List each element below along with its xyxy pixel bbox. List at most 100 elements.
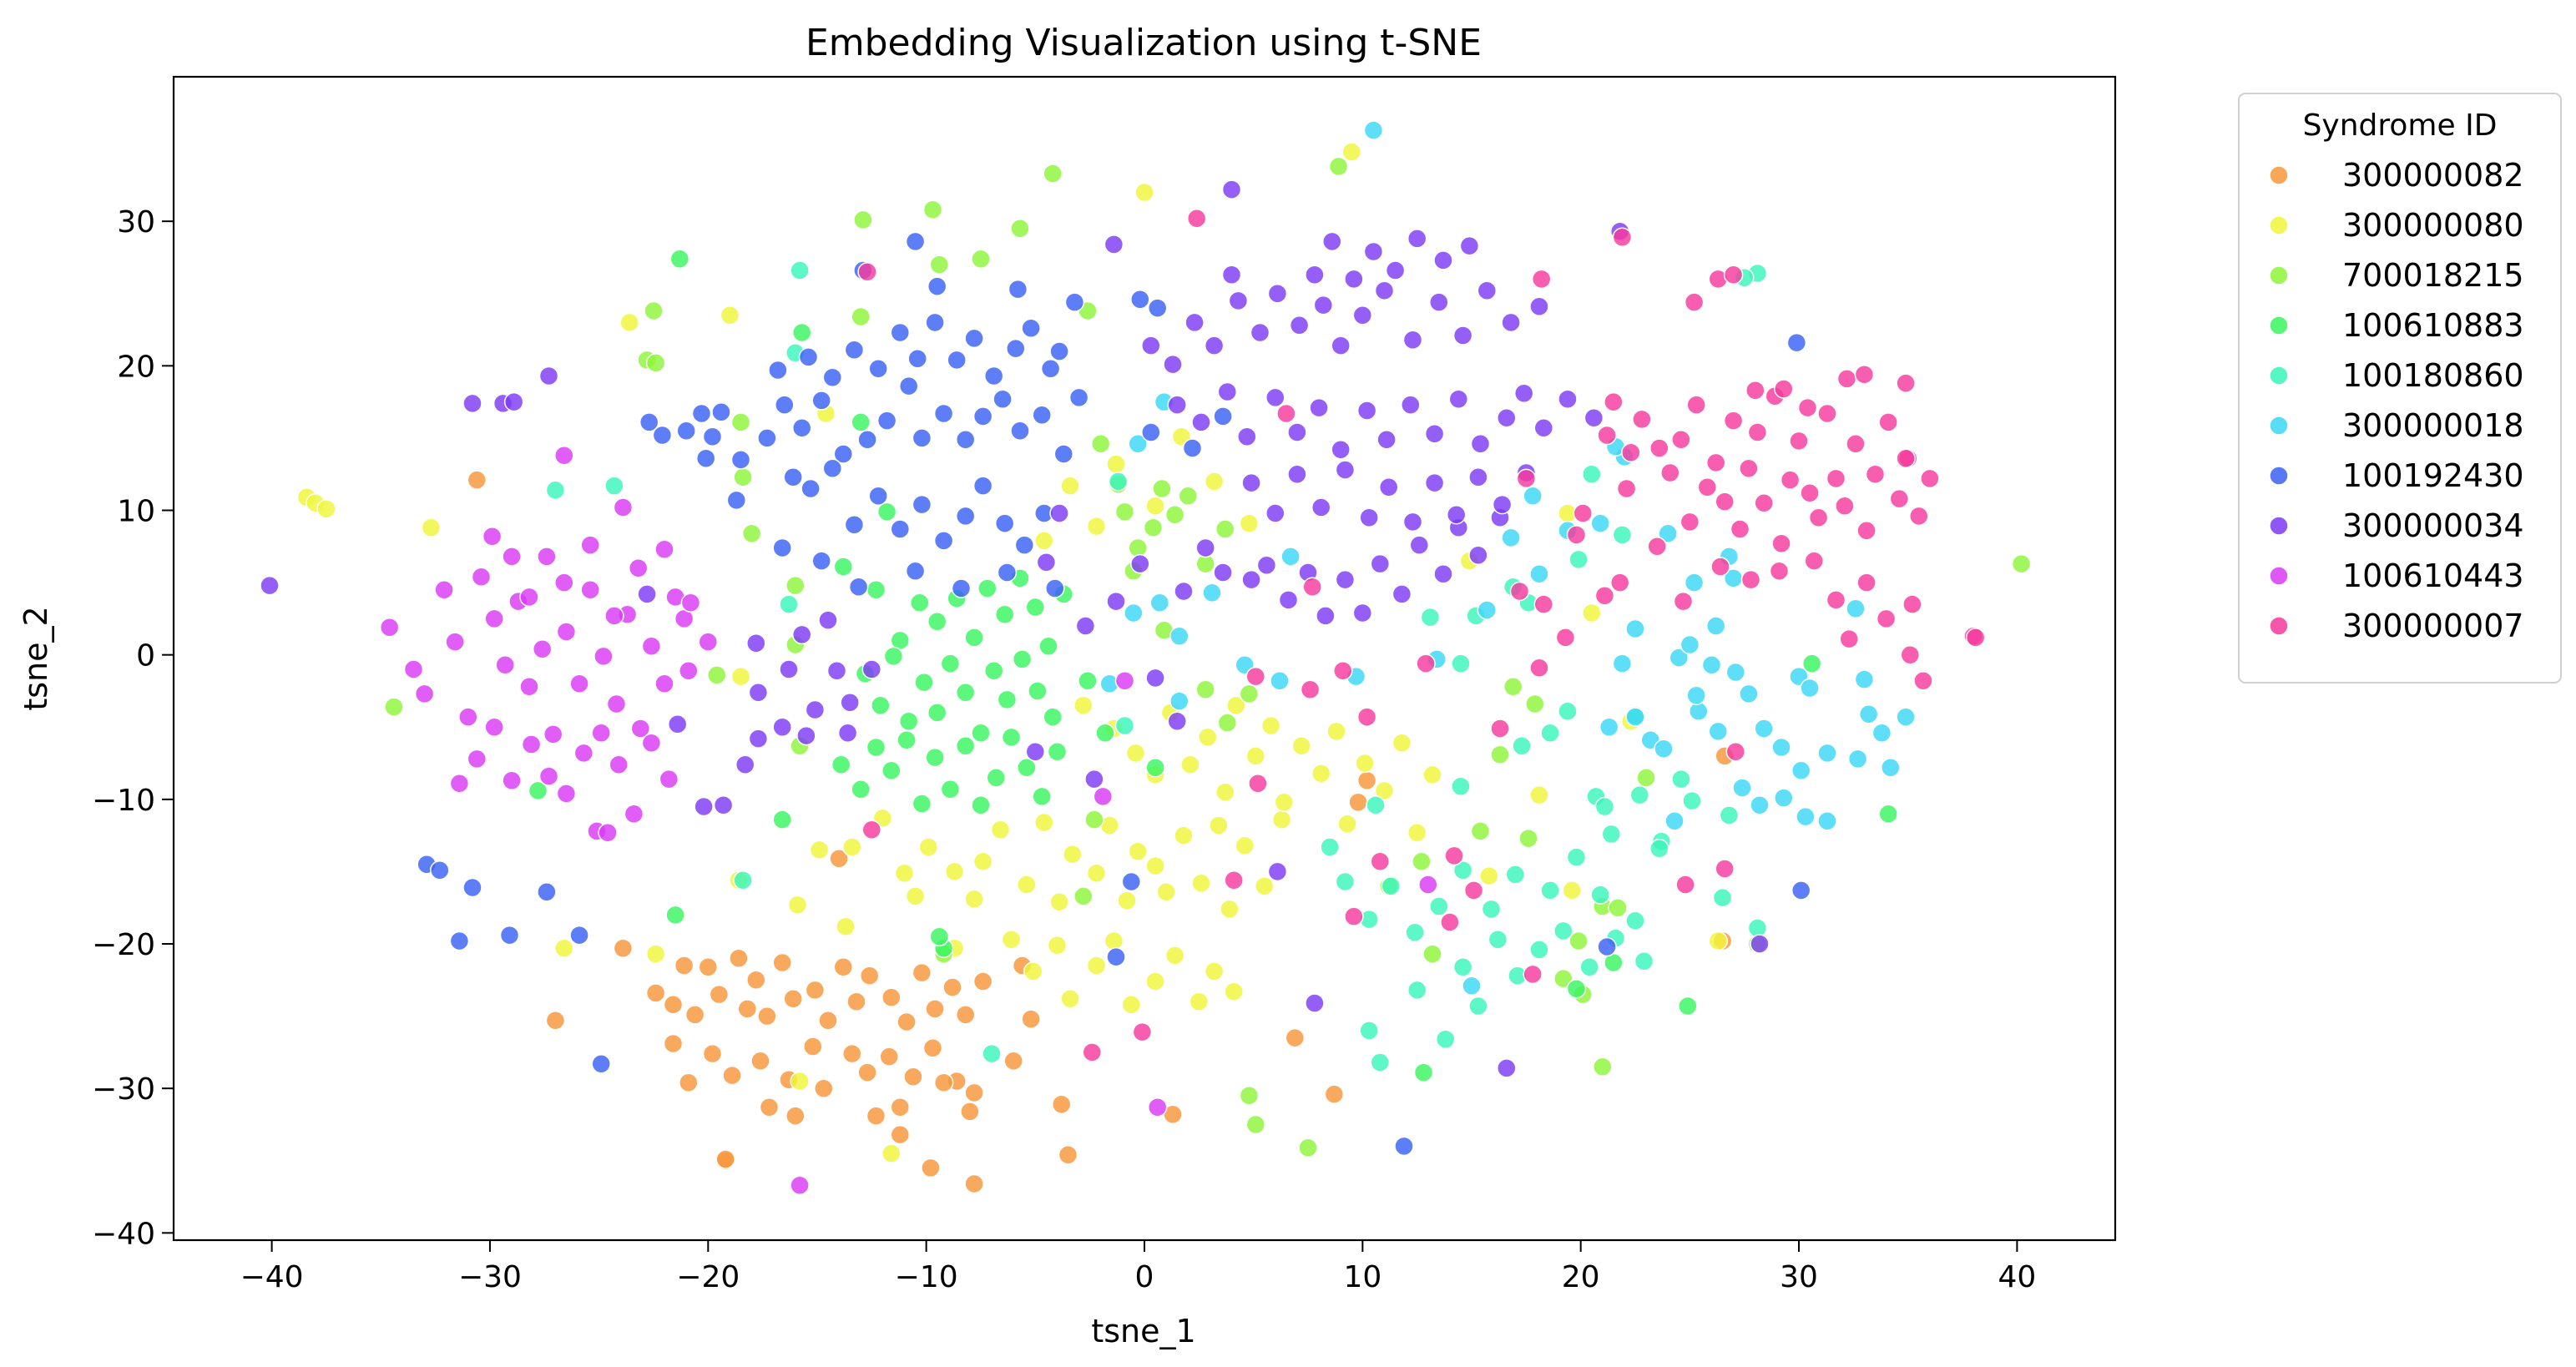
x-axis: −40 −30 −20 −10 0 10 20 30 40 [240, 1240, 2036, 1294]
data-point [645, 353, 666, 373]
data-point [1463, 880, 1484, 900]
data-point [1420, 607, 1441, 628]
data-point [1305, 993, 1325, 1013]
data-point [521, 734, 542, 754]
data-point [1710, 557, 1730, 577]
data-point [944, 861, 965, 882]
data-point [1780, 470, 1801, 490]
data-point [1245, 666, 1266, 687]
data-point [1896, 448, 1916, 468]
data-point [1204, 961, 1225, 981]
data-point [1034, 531, 1054, 551]
data-point [912, 494, 932, 515]
data-point [628, 558, 649, 578]
data-point [1267, 284, 1288, 304]
data-point [1625, 707, 1645, 727]
data-point [785, 1106, 806, 1126]
data-point [1858, 704, 1879, 724]
data-point [1182, 438, 1203, 458]
data-point [779, 594, 799, 614]
data-point [1490, 719, 1510, 739]
data-point [1433, 250, 1453, 270]
data-point [528, 780, 548, 801]
data-point [894, 863, 915, 883]
data-point [1106, 591, 1126, 612]
y-axis: −40 −30 −20 −10 0 10 20 30 [92, 205, 174, 1251]
data-point [897, 730, 917, 750]
data-point [914, 672, 934, 693]
data-point [1590, 885, 1610, 905]
data-point [1558, 701, 1578, 721]
data-point [1326, 721, 1346, 742]
data-point [811, 551, 831, 571]
data-point [1003, 1051, 1023, 1072]
data-point [871, 695, 891, 716]
data-point [1359, 1021, 1379, 1041]
data-point [1008, 279, 1028, 300]
data-point [927, 703, 947, 723]
data-point [654, 539, 674, 560]
data-point [1128, 841, 1148, 861]
legend-item: 100192430 [2269, 457, 2524, 494]
data-point [1141, 422, 1161, 442]
data-point [1405, 922, 1425, 942]
data-point [645, 983, 666, 1003]
y-tick-label: −30 [92, 1072, 155, 1107]
data-point [1422, 764, 1442, 785]
data-point [746, 633, 766, 653]
data-point [680, 593, 701, 613]
data-point [801, 478, 821, 499]
x-tick-label: −20 [676, 1260, 740, 1294]
data-point [1191, 873, 1211, 894]
data-point [462, 877, 482, 898]
data-point [1533, 594, 1554, 614]
data-point [1424, 423, 1445, 444]
data-point [1241, 569, 1261, 590]
data-point [1241, 472, 1261, 493]
data-point [1370, 553, 1391, 574]
data-point [866, 737, 886, 758]
data-point [918, 837, 939, 857]
data-point [1451, 776, 1471, 797]
data-point [1540, 880, 1560, 900]
data-point [641, 733, 662, 754]
data-point [1632, 409, 1652, 430]
data-point [879, 1047, 899, 1067]
data-point [503, 391, 524, 412]
data-point [1682, 790, 1702, 811]
data-point [1032, 405, 1052, 425]
data-point [1609, 573, 1630, 593]
data-point [1169, 691, 1190, 711]
data-point [1121, 871, 1142, 892]
data-point [1043, 164, 1063, 184]
data-point [1612, 653, 1633, 673]
data-point [1675, 875, 1695, 895]
data-point [826, 660, 847, 681]
data-point [1625, 618, 1645, 639]
data-point [1740, 569, 1761, 590]
data-point [1492, 494, 1513, 515]
data-point [1582, 464, 1602, 484]
data-point [942, 977, 962, 997]
data-point [1402, 330, 1423, 350]
data-point [1817, 743, 1837, 764]
data-point [1145, 971, 1165, 991]
data-point [1352, 305, 1373, 325]
data-point [1416, 653, 1436, 673]
data-point [462, 393, 482, 414]
data-point [1597, 425, 1617, 446]
data-point [1392, 584, 1412, 604]
data-point [1322, 231, 1342, 252]
data-point [1604, 391, 1624, 412]
data-point [1124, 603, 1144, 623]
data-point [818, 1011, 838, 1031]
data-point [1523, 486, 1543, 506]
data-point [1732, 778, 1752, 798]
data-point [1086, 956, 1107, 976]
data-point [868, 359, 888, 379]
data-point [499, 925, 520, 946]
data-point [890, 1097, 911, 1117]
data-point [1590, 513, 1610, 533]
legend-item: 100180860 [2269, 357, 2524, 394]
data-point [971, 723, 991, 743]
